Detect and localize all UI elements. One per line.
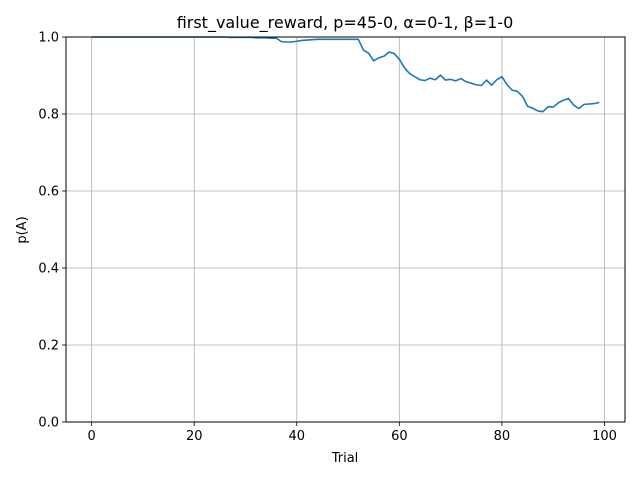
y-tick-label: 0.2: [38, 339, 59, 354]
x-tick-label: 0: [88, 429, 96, 444]
y-tick-label: 0.4: [38, 262, 59, 277]
x-tick-label: 80: [494, 429, 511, 444]
series-layer: [91, 36, 600, 113]
axis-ticks: 0 20 40 60 80 100 0.0 0.2 0.4 0.6 0.8 1.0: [38, 31, 617, 445]
x-tick-label: 100: [592, 429, 617, 444]
x-tick-label: 20: [186, 429, 203, 444]
x-axis-label: Trial: [331, 451, 359, 466]
x-tick-label: 60: [391, 429, 408, 444]
y-tick-label: 0.8: [38, 108, 59, 123]
y-tick-label: 0.0: [38, 416, 59, 431]
y-axis-label: p(A): [15, 216, 30, 243]
grid-lines: [66, 36, 625, 423]
y-tick-label: 1.0: [38, 31, 59, 46]
x-tick-label: 40: [289, 429, 306, 444]
chart-title: first_value_reward, p=45-0, α=0-1, β=1-0: [177, 13, 514, 33]
series-line: [91, 36, 600, 113]
plot-frame: [65, 36, 626, 423]
y-tick-label: 0.6: [38, 185, 59, 200]
